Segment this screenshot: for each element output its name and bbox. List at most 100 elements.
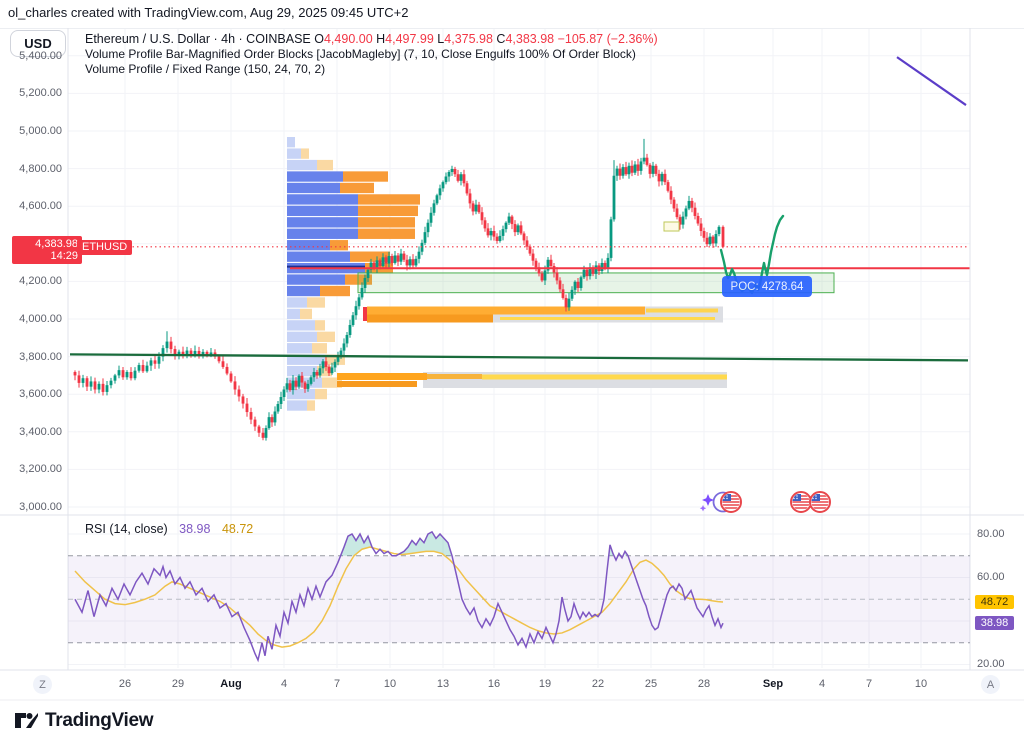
candle bbox=[129, 372, 133, 379]
price-axis-label: 4,600.00 bbox=[19, 200, 62, 213]
candle bbox=[579, 277, 583, 288]
candle bbox=[426, 222, 430, 233]
volume-profile-sell-bar bbox=[358, 217, 415, 228]
candle bbox=[408, 259, 412, 266]
candle bbox=[300, 375, 304, 383]
current-price-tag: 4,383.98 14:29 bbox=[12, 236, 82, 264]
auto-scale-button[interactable]: A bbox=[981, 675, 1000, 694]
candle bbox=[504, 222, 508, 230]
candle bbox=[288, 383, 292, 391]
candle bbox=[543, 270, 547, 281]
volume-profile-buy-bar bbox=[287, 228, 358, 239]
rsi-params-text: (14, close) bbox=[109, 522, 168, 536]
bar-countdown: 14:29 bbox=[50, 250, 78, 262]
volume-profile-sell-bar bbox=[315, 320, 325, 331]
candle bbox=[169, 341, 173, 350]
candle bbox=[264, 428, 268, 438]
candle bbox=[217, 356, 221, 362]
candle bbox=[570, 289, 574, 299]
candle bbox=[513, 224, 517, 233]
candle bbox=[600, 262, 604, 272]
candle bbox=[141, 365, 145, 372]
order-block-box[interactable] bbox=[663, 221, 680, 232]
candle bbox=[459, 174, 463, 181]
legend-segment: 4,383.98 bbox=[505, 32, 555, 46]
candle bbox=[133, 370, 137, 379]
candle bbox=[705, 237, 709, 245]
legend-segment: L bbox=[433, 32, 445, 46]
candle bbox=[450, 168, 454, 172]
candle bbox=[588, 267, 592, 277]
timezone-button[interactable]: Z bbox=[33, 675, 52, 694]
tradingview-logo-icon bbox=[15, 713, 38, 728]
candle bbox=[447, 171, 451, 177]
candle bbox=[109, 380, 113, 386]
candle bbox=[696, 215, 700, 224]
price-axis-label: 4,800.00 bbox=[19, 162, 62, 175]
candle bbox=[411, 259, 415, 266]
legend-symbol-row[interactable]: Ethereum / U.S. Dollar · 4h · COINBASE O… bbox=[85, 32, 658, 47]
legend-indicator-row-2[interactable]: Volume Profile / Fixed Range (150, 24, 7… bbox=[85, 62, 326, 76]
candle bbox=[708, 236, 712, 245]
rsi-axis-label: 20.00 bbox=[977, 658, 1005, 671]
volume-profile-buy-bar bbox=[287, 354, 325, 365]
time-axis-label: 7 bbox=[865, 678, 873, 690]
candle bbox=[125, 372, 129, 378]
candle bbox=[627, 165, 631, 175]
legend-segment: C bbox=[492, 32, 506, 46]
candle bbox=[444, 176, 448, 183]
candle bbox=[241, 396, 245, 404]
purple-trendline[interactable] bbox=[896, 56, 967, 106]
candle bbox=[97, 383, 101, 390]
candle bbox=[717, 226, 721, 235]
candle bbox=[648, 164, 652, 174]
candle bbox=[432, 203, 436, 213]
candle bbox=[654, 165, 658, 174]
candle bbox=[657, 173, 661, 182]
time-scale[interactable]: Z A 26 29 Aug 4 7 10 13 16 19 22 25 28 Sep 4 7 10 bbox=[0, 672, 1024, 698]
candle bbox=[468, 193, 472, 204]
candle bbox=[645, 157, 649, 165]
candle bbox=[149, 360, 153, 366]
tradingview-logo[interactable]: TradingView bbox=[14, 708, 154, 733]
price-scale[interactable]: 5,400.00 5,200.00 5,000.00 4,800.00 4,600.00… bbox=[0, 0, 65, 700]
candle bbox=[321, 361, 325, 369]
time-axis-label: 26 bbox=[118, 678, 132, 690]
volume-profile-buy-bar bbox=[287, 343, 312, 354]
candle bbox=[678, 217, 682, 225]
volume-profile-buy-bar bbox=[287, 217, 358, 228]
price-axis-label: 5,000.00 bbox=[19, 125, 62, 137]
price-axis-label: 5,200.00 bbox=[19, 87, 62, 100]
candle bbox=[561, 289, 565, 298]
green-trendline[interactable] bbox=[69, 353, 969, 362]
candle bbox=[77, 375, 81, 383]
candle bbox=[573, 281, 577, 290]
price-axis-label: 3,000.00 bbox=[19, 501, 62, 513]
volume-profile-buy-bar bbox=[287, 137, 295, 148]
rsi-legend[interactable]: RSI (14, close) 38.98 48.72 bbox=[85, 522, 253, 536]
candle bbox=[225, 366, 229, 374]
candle bbox=[456, 174, 460, 181]
candle bbox=[624, 167, 628, 175]
volume-profile-buy-bar bbox=[287, 285, 320, 297]
candle bbox=[375, 260, 379, 269]
candle bbox=[660, 173, 664, 182]
candle bbox=[257, 426, 261, 433]
currency-toggle-button[interactable]: USD bbox=[10, 30, 66, 57]
chart-legend: Ethereum / U.S. Dollar · 4h · COINBASE O… bbox=[85, 32, 658, 77]
candle bbox=[73, 372, 77, 376]
candle bbox=[672, 199, 676, 209]
candle bbox=[582, 269, 586, 278]
candle bbox=[399, 253, 403, 262]
legend-indicator-row-1[interactable]: Volume Profile Bar-Magnified Order Block… bbox=[85, 47, 636, 61]
candle bbox=[564, 297, 568, 308]
candle bbox=[261, 432, 265, 438]
candle bbox=[612, 175, 616, 220]
volume-profile-sell-bar bbox=[300, 308, 312, 320]
candle bbox=[405, 259, 409, 266]
volume-profile-sell-bar bbox=[312, 343, 327, 354]
price-axis-label: 3,800.00 bbox=[19, 350, 62, 363]
candle bbox=[567, 298, 571, 308]
tradingview-logo-text: TradingView bbox=[45, 709, 154, 731]
